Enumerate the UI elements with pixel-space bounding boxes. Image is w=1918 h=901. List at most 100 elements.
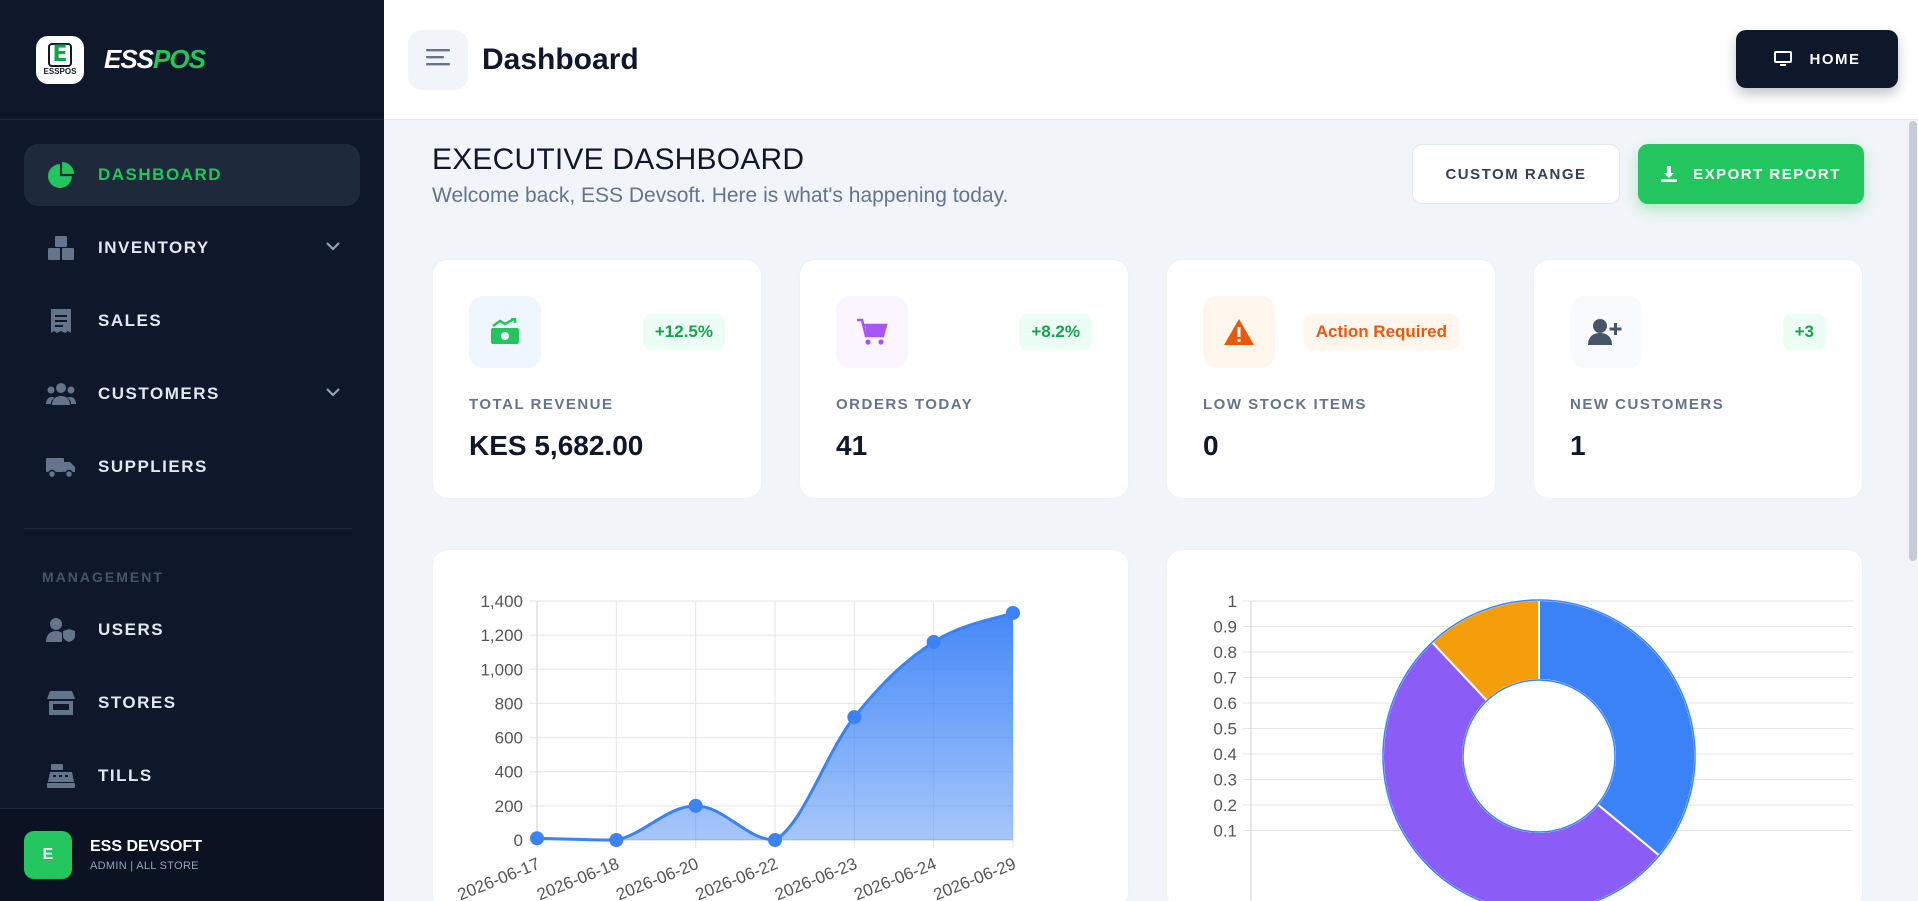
chevron-down-icon (324, 237, 342, 260)
sidebar-item-dashboard[interactable]: DASHBOARD (24, 144, 360, 206)
cash-register-icon (46, 761, 76, 791)
sidebar-item-label: SALES (98, 311, 163, 330)
donut-outline (1382, 599, 1696, 901)
y-tick-label: 400 (495, 763, 523, 782)
sidebar-divider (24, 528, 352, 529)
distribution-donut-chart: 0.1 0.2 0.3 0.4 0.5 0.6 0.7 0.8 0.9 1 (1213, 592, 1853, 901)
custom-range-button[interactable]: CUSTOM RANGE (1412, 144, 1620, 204)
stat-value: KES 5,682.00 (469, 430, 644, 461)
y-tick-label: 1,200 (480, 626, 523, 645)
sales-trend-chart: 02004006008001,0001,2001,4002026-06-1720… (455, 592, 1020, 901)
x-tick-label: 2026-06-22 (693, 854, 781, 901)
x-tick-label: 2026-06-24 (851, 854, 939, 901)
data-point (609, 833, 624, 847)
scrollbar[interactable] (1908, 121, 1918, 901)
sidebar-item-label: TILLS (98, 766, 153, 785)
data-point (926, 634, 941, 649)
sidebar-item-label: STORES (98, 693, 177, 712)
main-nav: DASHBOARD INVENTORY SALES CUSTOMERS (0, 120, 384, 498)
sales-trend-chart-card: 0 200 400 600 800 1,000 1,200 1,400 2026-06-17 20… (432, 549, 1129, 901)
warning-icon (1203, 296, 1275, 368)
sidebar-item-inventory[interactable]: INVENTORY (24, 217, 360, 279)
management-nav: USERS STORES TILLS (0, 599, 384, 807)
y-tick-label: 200 (495, 797, 523, 816)
pie-chart-icon (46, 160, 76, 190)
user-name: ESS DEVSOFT (90, 838, 203, 855)
scrollbar-thumb[interactable] (1909, 121, 1917, 561)
x-tick-label: 2026-06-17 (455, 854, 543, 901)
store-icon (46, 688, 76, 718)
download-icon (1661, 166, 1678, 182)
logo-letter: E (48, 43, 72, 67)
sidebar-item-tills[interactable]: TILLS (24, 745, 360, 807)
sidebar-item-label: USERS (98, 620, 165, 639)
y-tick-label: 0.4 (1213, 745, 1237, 764)
data-point (768, 833, 782, 847)
y-tick-label: 0.7 (1213, 669, 1237, 688)
users-icon (46, 379, 76, 409)
data-point (530, 831, 544, 846)
sidebar-item-sales[interactable]: SALES (24, 290, 360, 352)
avatar: E (24, 831, 72, 879)
sidebar-item-label: DASHBOARD (98, 165, 222, 184)
sidebar-item-label: INVENTORY (98, 238, 210, 257)
stat-badge: +3 (1782, 314, 1826, 350)
export-report-button[interactable]: EXPORT REPORT (1638, 144, 1864, 204)
user-info: ESS DEVSOFT ADMIN | ALL STORE (90, 838, 202, 872)
area-fill (537, 612, 1013, 840)
welcome-message: Welcome back, ESS Devsoft. Here is what'… (432, 184, 1009, 207)
y-tick-label: 600 (495, 729, 523, 748)
y-tick-label: 0.8 (1213, 643, 1237, 662)
y-tick-label: 0.1 (1213, 822, 1237, 841)
sidebar-item-customers[interactable]: CUSTOMERS (24, 363, 360, 425)
logo-small-text: ESSPOS (43, 67, 77, 76)
menu-toggle-button[interactable] (408, 29, 468, 90)
stat-value: 41 (836, 430, 868, 461)
sidebar-item-label: CUSTOMERS (98, 384, 220, 403)
truck-icon (46, 452, 76, 482)
y-tick-label: 0.2 (1213, 796, 1237, 815)
y-tick-label: 0.6 (1213, 694, 1237, 713)
stat-card-low-stock[interactable]: Action Required LOW STOCK ITEMS 0 (1166, 259, 1496, 499)
dashboard-heading: EXECUTIVE DASHBOARD (432, 143, 805, 176)
cart-icon (836, 296, 908, 368)
sidebar-item-label: SUPPLIERS (98, 457, 208, 476)
stat-label: NEW CUSTOMERS (1570, 396, 1725, 413)
sidebar: E ESSPOS ESSPOS DASHBOARD INVENTORY (0, 0, 384, 901)
page-title: Dashboard (482, 42, 639, 76)
x-tick-label: 2026-06-18 (534, 854, 622, 901)
stat-card-new-customers[interactable]: +3 NEW CUSTOMERS 1 (1533, 259, 1863, 499)
sidebar-item-suppliers[interactable]: SUPPLIERS (24, 436, 360, 498)
y-tick-label: 0.9 (1213, 618, 1237, 637)
y-tick-label: 1 (1228, 592, 1237, 611)
top-bar: Dashboard HOME (384, 0, 1918, 120)
y-tick-label: 800 (495, 694, 523, 713)
stat-value: 0 (1203, 430, 1219, 461)
data-point (688, 798, 703, 813)
y-tick-label: 1,400 (480, 592, 523, 611)
y-tick-label: 0.3 (1213, 771, 1237, 790)
stat-badge: Action Required (1303, 314, 1459, 350)
distribution-chart-card: 0.1 0.2 0.3 0.4 0.5 0.6 0.7 0.8 0.9 1 (1166, 549, 1863, 901)
main-content: EXECUTIVE DASHBOARD Welcome back, ESS De… (384, 121, 1918, 901)
home-button[interactable]: HOME (1736, 30, 1898, 88)
y-tick-label: 0 (514, 831, 523, 850)
stat-label: TOTAL REVENUE (469, 396, 614, 413)
sidebar-item-stores[interactable]: STORES (24, 672, 360, 734)
user-profile[interactable]: E ESS DEVSOFT ADMIN | ALL STORE (0, 808, 384, 901)
x-tick-label: 2026-06-20 (613, 854, 701, 901)
stat-card-revenue[interactable]: +12.5% TOTAL REVENUE KES 5,682.00 (432, 259, 762, 499)
donut-hole (1462, 679, 1616, 833)
stat-value: 1 (1570, 430, 1586, 461)
stat-card-orders[interactable]: +8.2% ORDERS TODAY 41 (799, 259, 1129, 499)
x-tick-label: 2026-06-23 (772, 854, 860, 901)
brand[interactable]: E ESSPOS ESSPOS (0, 0, 384, 120)
stat-label: LOW STOCK ITEMS (1203, 396, 1367, 413)
home-button-label: HOME (1809, 50, 1861, 68)
section-label-management: MANAGEMENT (42, 569, 164, 585)
boxes-icon (46, 233, 76, 263)
data-point (1006, 605, 1020, 620)
stat-badge: +12.5% (642, 314, 725, 350)
x-tick-label: 2026-06-29 (931, 854, 1019, 901)
sidebar-item-users[interactable]: USERS (24, 599, 360, 661)
